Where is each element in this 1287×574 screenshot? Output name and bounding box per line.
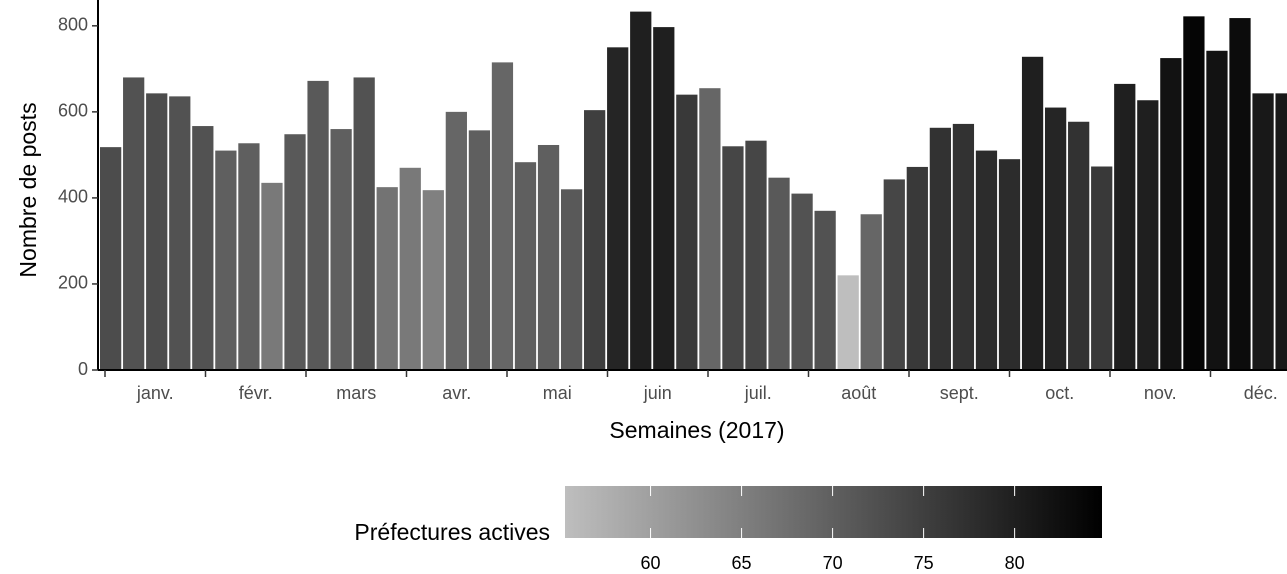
bar [1183,16,1205,370]
bar [1137,100,1159,370]
bar [1275,93,1287,370]
bar [1068,121,1090,370]
bar [560,189,583,370]
bar [146,93,168,370]
x-tick-label: avr. [442,383,471,403]
bar [1021,56,1044,370]
bar [1206,50,1228,370]
colorbar [565,486,1102,538]
bar [422,190,444,370]
bar [1229,18,1251,371]
bar [745,140,767,370]
bar [1114,83,1136,370]
bar [883,179,905,370]
x-axis-title: Semaines (2017) [609,417,784,443]
bar [261,182,283,370]
x-tick-label: janv. [136,383,174,403]
bar [837,275,859,370]
bar [653,27,675,371]
x-tick-label: févr. [239,383,273,403]
bar [814,210,836,370]
bar [491,62,514,370]
legend-title: Préfectures actives [354,519,550,545]
bar [445,111,467,370]
bar [630,11,652,371]
bar [699,88,721,370]
bar [1160,58,1182,371]
y-tick-label: 800 [58,15,88,35]
bar [330,129,352,370]
bar [514,162,537,370]
colorbar-tick-label: 70 [823,553,843,573]
y-tick-label: 400 [58,187,88,207]
bar [929,127,951,370]
bar [1044,107,1067,370]
bar [791,193,813,370]
bar [353,77,375,370]
x-tick-label: juin [643,383,672,403]
bar [123,77,145,370]
bar [952,123,975,370]
colorbar-tick-label: 80 [1005,553,1025,573]
y-tick-label: 0 [78,359,88,379]
colorbar-tick-label: 60 [641,553,661,573]
bar [238,143,260,370]
bar [906,166,928,370]
bar [860,214,882,370]
x-tick-label: mars [336,383,376,403]
bar [192,126,214,370]
bar [998,159,1021,370]
x-tick-label: oct. [1045,383,1074,403]
bar [215,150,237,370]
bar [584,110,606,371]
x-tick-label: déc. [1244,383,1278,403]
x-tick-label: juil. [744,383,772,403]
bar [376,187,398,370]
bar [768,177,790,370]
y-axis-title: Nombre de posts [15,102,41,277]
bar [468,130,491,370]
bar [722,146,744,370]
colorbar-tick-label: 65 [732,553,752,573]
y-tick-label: 200 [58,273,88,293]
bar [537,144,560,370]
bar [399,167,421,370]
x-tick-label: août [841,383,876,403]
bar [100,147,122,370]
bar [676,94,698,371]
bar [1252,93,1274,370]
bar [1091,166,1113,370]
bar [975,150,998,370]
bar [169,96,191,370]
colorbar-tick-label: 75 [914,553,934,573]
y-tick-label: 600 [58,101,88,121]
bar [607,47,629,370]
bar [307,80,329,370]
x-tick-label: mai [543,383,572,403]
bar [284,134,306,370]
x-tick-label: sept. [940,383,979,403]
x-tick-label: nov. [1144,383,1177,403]
